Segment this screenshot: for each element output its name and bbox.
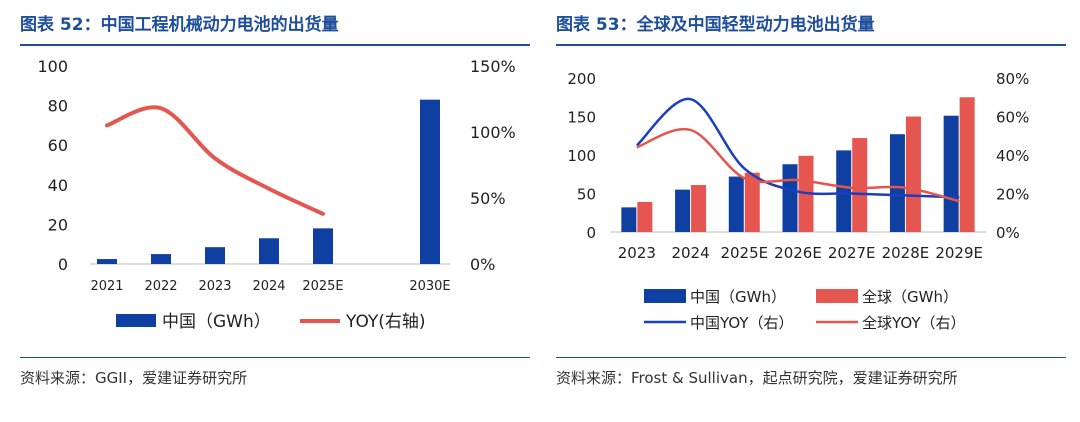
source-rule	[20, 357, 530, 358]
y-left-tick-label: 0	[58, 255, 68, 274]
y-right-tick-label: 80%	[996, 70, 1029, 88]
y-right-tick-label: 60%	[996, 109, 1029, 127]
bar-china-gwh	[313, 228, 333, 264]
x-tick-label: 2023	[618, 244, 656, 262]
bar-china-gwh	[259, 238, 279, 264]
y-left-tick-label: 200	[567, 70, 596, 88]
bar-china-gwh	[728, 176, 744, 232]
bar-global-gwh	[744, 172, 760, 232]
y-right-tick-label: 50%	[470, 189, 506, 208]
y-left-tick-label: 100	[37, 57, 68, 76]
y-right-tick-label: 100%	[470, 123, 516, 142]
x-tick-label: 2022	[144, 279, 177, 294]
y-left-tick-label: 20	[48, 215, 68, 234]
bar-china-gwh	[97, 259, 117, 264]
y-right-tick-label: 20%	[996, 186, 1029, 204]
y-left-tick-label: 50	[577, 186, 596, 204]
legend-swatch-bar	[116, 314, 156, 327]
legend-label: 全球（GWh）	[862, 288, 958, 306]
x-tick-label: 2024	[252, 279, 285, 294]
x-tick-label: 2021	[90, 279, 123, 294]
chart-plot: 0 50 100 150 200 0% 20% 40% 60% 80% 2023 2024 2025E 2…	[567, 70, 1029, 332]
y-right-tick-label: 150%	[470, 57, 516, 76]
chart-title: 图表 52：中国工程机械动力电池的出货量	[20, 15, 339, 35]
chart-panel-shipments-china-construction: 图表 52：中国工程机械动力电池的出货量 0 20 40 60 80 100 0% 50% 10…	[0, 0, 530, 422]
source-note: 资料来源：Frost & Sullivan，起点研究院，爱建证券研究所	[556, 369, 958, 387]
x-tick-label: 2027E	[828, 244, 876, 262]
y-left-tick-label: 40	[48, 176, 68, 195]
y-left-tick-label: 150	[567, 109, 596, 127]
bar-global-gwh	[959, 97, 975, 232]
bar-china-gwh	[889, 134, 905, 232]
title-rule	[20, 44, 530, 46]
y-right-tick-label: 0%	[470, 255, 495, 274]
line-yoy	[105, 105, 325, 216]
x-tick-label: 2024	[671, 244, 709, 262]
chart-plot: 0 20 40 60 80 100 0% 50% 100% 150% 2021 2022 2023 202…	[37, 57, 516, 332]
x-tick-label: 2025E	[720, 244, 768, 262]
bar-global-gwh	[637, 201, 653, 232]
y-left-tick-label: 0	[586, 224, 596, 242]
x-tick-label: 2026E	[774, 244, 822, 262]
bar-china-gwh	[621, 207, 637, 232]
bar-china-gwh	[836, 150, 852, 232]
bar-china-gwh	[205, 247, 225, 264]
line-china-yoy	[635, 97, 960, 199]
y-right-tick-label: 40%	[996, 147, 1029, 165]
bar-china-gwh	[943, 115, 959, 232]
title-rule	[556, 44, 1066, 46]
legend-label: 中国YOY（右）	[690, 314, 794, 332]
legend-label: YOY(右轴)	[345, 312, 426, 332]
legend-label: 中国（GWh）	[690, 288, 786, 306]
bar-china-gwh	[151, 254, 171, 264]
bar-global-gwh	[852, 138, 868, 232]
bar-china-gwh	[782, 164, 798, 232]
x-tick-label: 2029E	[935, 244, 983, 262]
bar-global-gwh	[905, 116, 921, 232]
chart-title: 图表 53：全球及中国轻型动力电池出货量	[556, 15, 875, 35]
source-note: 资料来源：GGII，爱建证券研究所	[20, 369, 248, 387]
y-left-tick-label: 80	[48, 97, 68, 116]
y-right-tick-label: 0%	[996, 224, 1020, 242]
bar-china-gwh	[420, 99, 440, 264]
legend-label: 中国（GWh）	[162, 312, 271, 332]
x-tick-label: 2030E	[409, 279, 450, 294]
bar-global-gwh	[691, 185, 707, 232]
y-left-tick-label: 60	[48, 136, 68, 155]
legend-label: 全球YOY（右）	[862, 314, 966, 332]
x-tick-label: 2028E	[882, 244, 930, 262]
y-left-tick-label: 100	[567, 147, 596, 165]
bar-china-gwh	[675, 189, 691, 232]
source-rule	[556, 357, 1066, 358]
legend-swatch-bar-global	[816, 289, 858, 303]
legend-swatch-bar-china	[644, 289, 686, 303]
x-tick-label: 2025E	[302, 279, 343, 294]
chart-panel-light-battery-shipments: 图表 53：全球及中国轻型动力电池出货量 0 50 100 150 200 0% 20% 40…	[548, 0, 1080, 422]
line-global-yoy	[636, 127, 960, 203]
x-tick-label: 2023	[198, 279, 231, 294]
